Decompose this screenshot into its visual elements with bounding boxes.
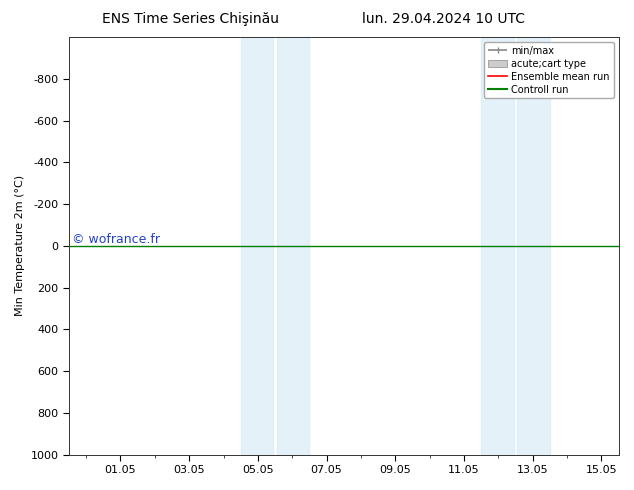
- Bar: [241, 37, 273, 455]
- Bar: [517, 37, 550, 455]
- Y-axis label: Min Temperature 2m (°C): Min Temperature 2m (°C): [15, 175, 25, 317]
- Text: lun. 29.04.2024 10 UTC: lun. 29.04.2024 10 UTC: [362, 12, 526, 26]
- Legend: min/max, acute;cart type, Ensemble mean run, Controll run: min/max, acute;cart type, Ensemble mean …: [484, 42, 614, 98]
- Text: ENS Time Series Chişinău: ENS Time Series Chişinău: [101, 12, 279, 26]
- Bar: [277, 37, 309, 455]
- Bar: [481, 37, 514, 455]
- Text: © wofrance.fr: © wofrance.fr: [72, 233, 160, 246]
